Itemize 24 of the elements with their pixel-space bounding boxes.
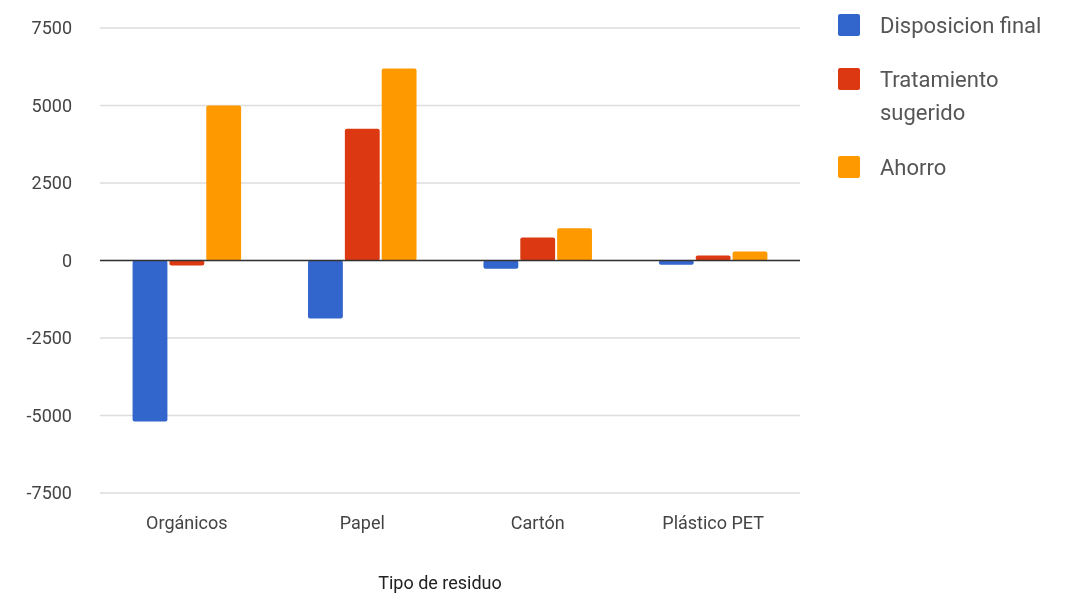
y-tick-label: 0: [61, 249, 72, 271]
bar: [308, 260, 343, 319]
y-tick-label: -2500: [26, 327, 72, 349]
x-tick-label: Orgánicos: [146, 512, 228, 533]
legend-label: Ahorro: [880, 154, 947, 180]
y-tick-label: 7500: [31, 17, 72, 39]
y-tick-label: -7500: [26, 482, 72, 504]
bar: [557, 228, 592, 261]
bar: [520, 237, 556, 261]
bar: [483, 260, 519, 269]
y-tick-label: 5000: [31, 94, 72, 116]
x-axis-title: Tipo de residuo: [378, 572, 502, 593]
x-tick-label: Papel: [339, 512, 385, 533]
bar: [381, 68, 417, 261]
bar: [658, 260, 694, 265]
x-tick-label: Plástico PET: [662, 512, 765, 533]
legend-label: Tratamiento sugerido: [880, 66, 999, 125]
bar: [206, 105, 242, 261]
legend-label: Disposicion final: [880, 12, 1042, 38]
y-tick-label: 2500: [31, 172, 72, 194]
bar: [344, 128, 380, 261]
x-tick-label: Cartón: [510, 512, 565, 533]
y-tick-label: -5000: [26, 404, 72, 426]
bar: [132, 260, 168, 422]
